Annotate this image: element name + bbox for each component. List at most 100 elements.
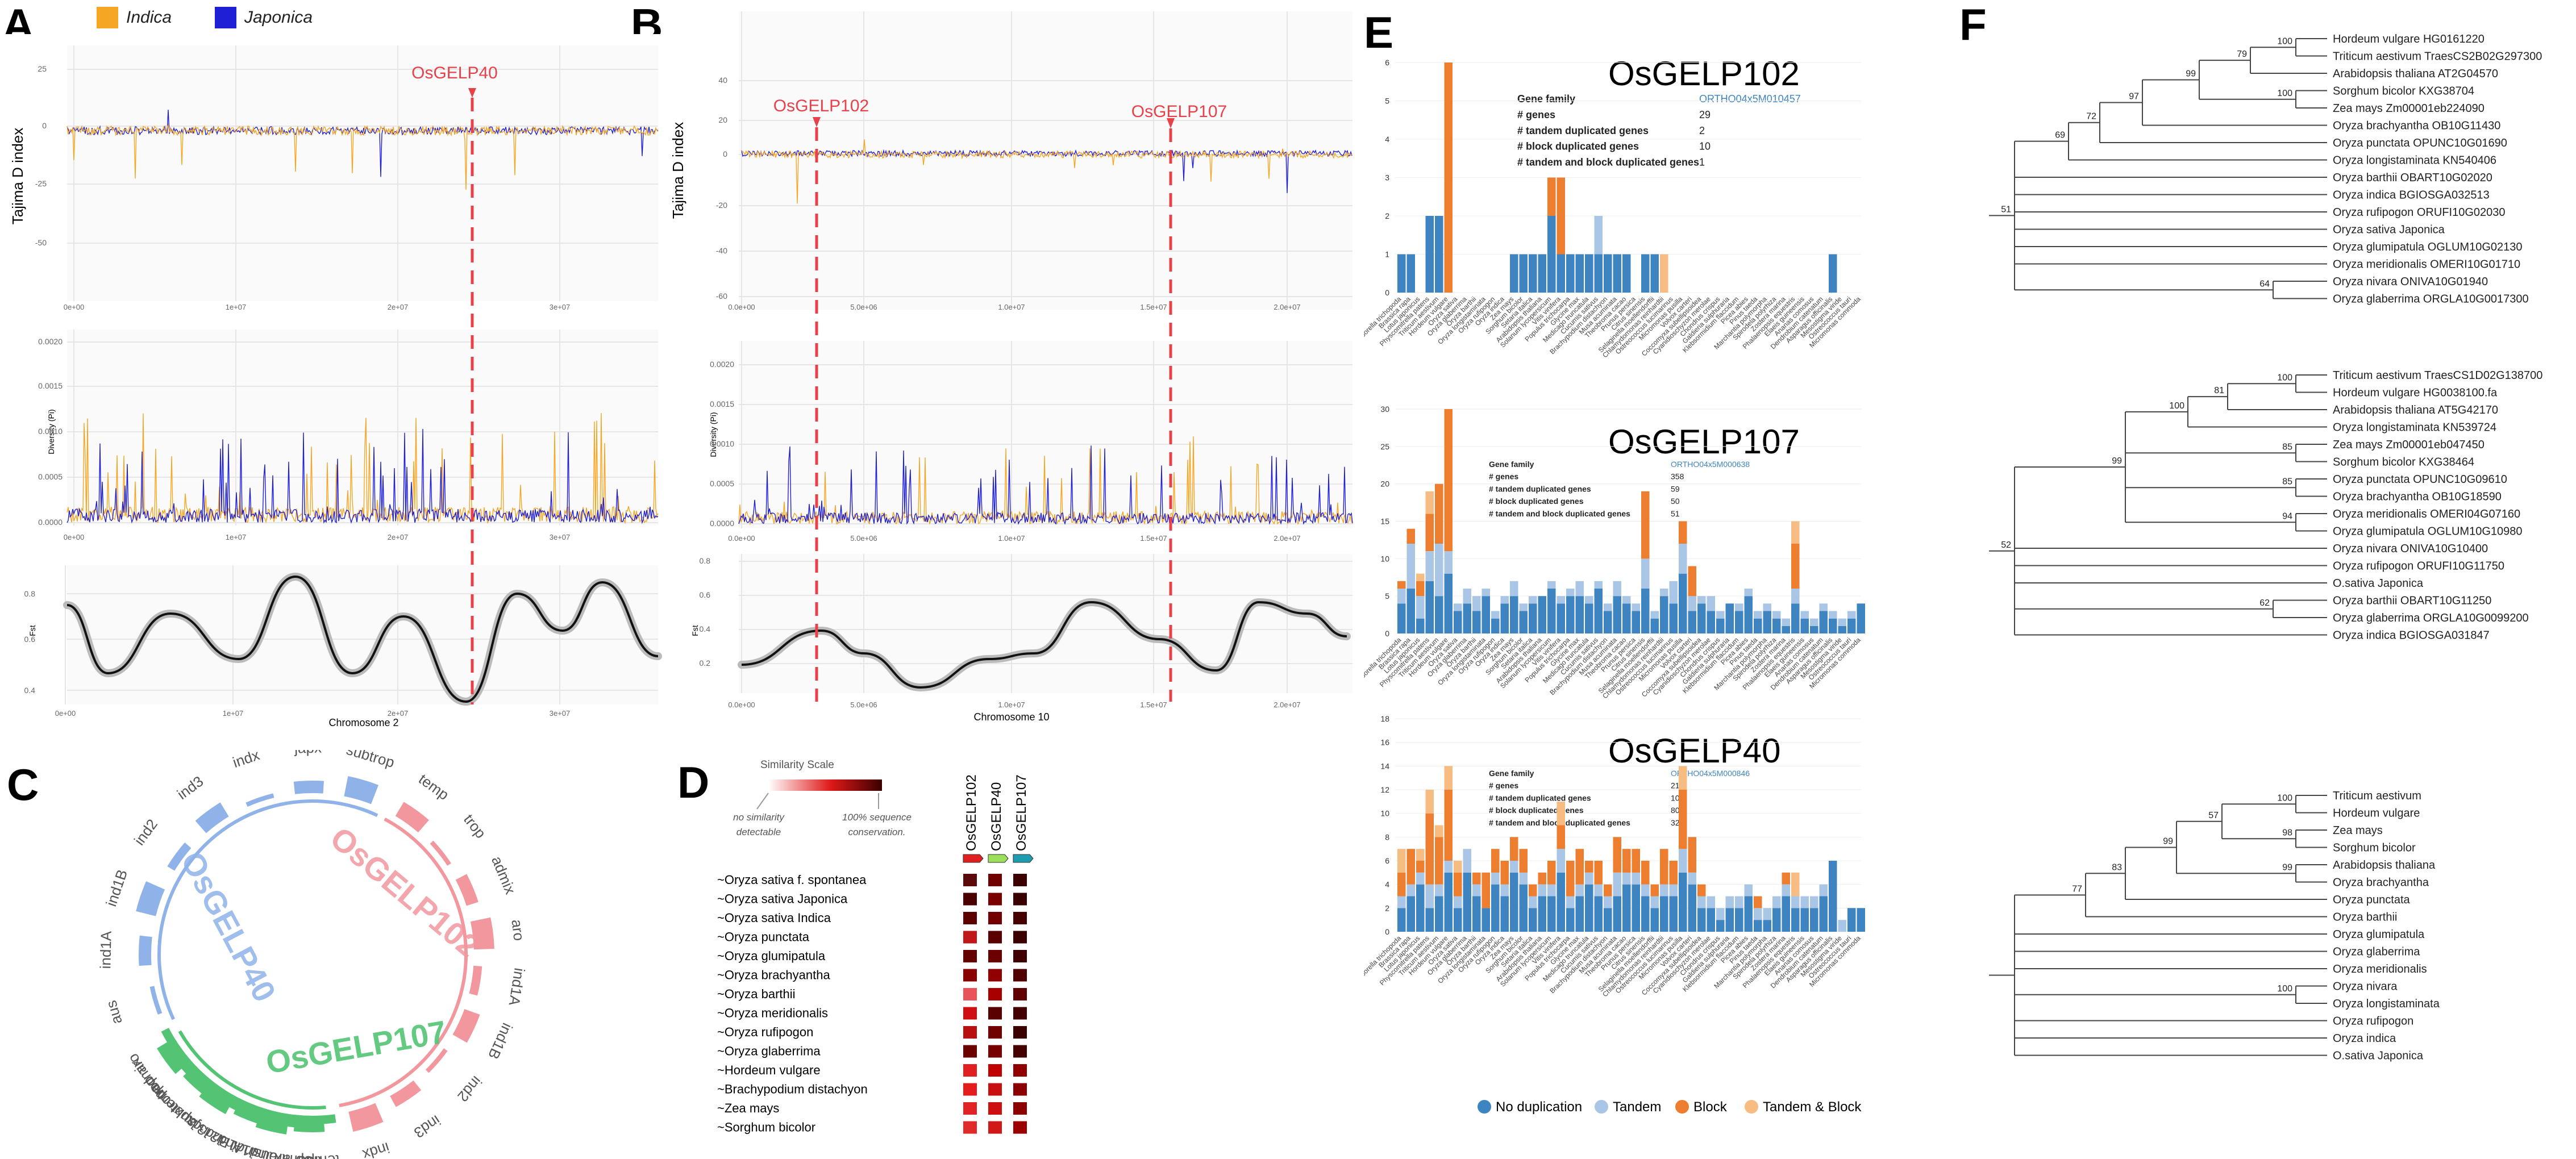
bar-segment: [1613, 596, 1621, 633]
bar-segment: [1425, 790, 1434, 814]
x-tick-label: 2.0e+07: [1274, 701, 1300, 709]
bar-segment: [1641, 254, 1650, 293]
similarity-cell: [963, 893, 977, 906]
x-tick-label: 1e+07: [226, 303, 247, 311]
marker-arrow: [1167, 118, 1175, 128]
bar-segment: [1725, 896, 1734, 908]
species-label: ~Oryza sativa Indica: [717, 911, 831, 925]
japonica-swatch: [215, 7, 236, 28]
bar-segment: [1547, 861, 1556, 885]
bar-segment: [1510, 254, 1518, 293]
ring-label: ind1B: [102, 868, 131, 909]
legend-tandem-dot: [1595, 1100, 1608, 1114]
bar-segment: [1819, 884, 1828, 897]
bar-segment: [1697, 596, 1706, 604]
ring-label: indx: [361, 1139, 392, 1159]
legend-indica-label: Indica: [126, 8, 172, 27]
x-axis-label: Chromosome 10: [973, 711, 1049, 723]
y-tick-label: 0.0015: [38, 381, 63, 390]
bootstrap-value: 62: [2259, 598, 2270, 608]
bar-segment: [1416, 872, 1425, 885]
bar-segment: [1650, 618, 1659, 633]
bar-segment: [1406, 544, 1415, 589]
taxon-label: O.sativa Japonica: [2333, 577, 2424, 590]
y-tick-label: 0.0005: [38, 472, 63, 481]
x-tick-label: 0.0e+00: [728, 701, 755, 709]
bar-segment: [1425, 216, 1434, 293]
bar-segment: [1791, 872, 1800, 897]
x-tick-label: 2e+07: [388, 709, 409, 718]
y-tick-label: 0.0005: [710, 479, 734, 488]
taxon-label: Oryza barthii OBART10G11250: [2333, 595, 2491, 607]
similarity-cell: [1013, 874, 1027, 886]
bar-segment: [1660, 254, 1668, 293]
x-tick-label: 1.5e+07: [1140, 303, 1167, 311]
ring-arc: [339, 817, 468, 1107]
scale-low-label: no similarity detectable: [733, 812, 784, 837]
bar-segment: [1519, 849, 1528, 873]
bar-segment: [1669, 896, 1678, 932]
bar-segment: [1557, 872, 1565, 932]
bar-segment: [1519, 611, 1528, 633]
ring-bar: [455, 874, 478, 906]
bar-segment: [1575, 884, 1584, 897]
bar-segment: [1594, 581, 1603, 589]
bar-segment: [1547, 896, 1556, 932]
bar-segment: [1613, 872, 1621, 897]
bar-segment: [1650, 884, 1659, 897]
similarity-cell: [963, 950, 977, 962]
bar-segment: [1435, 825, 1443, 837]
bar-segment: [1435, 884, 1443, 897]
y-tick-label: 0.6: [24, 635, 36, 644]
similarity-scale-title: Similarity Scale: [760, 759, 834, 771]
taxon-label: Oryza nivara: [2333, 981, 2398, 993]
bar-segment: [1669, 603, 1678, 633]
ring-label: aro: [508, 919, 527, 942]
panel-a: Tajima D index 25 0 -25 -50 0e+00 1e+07 …: [0, 34, 668, 750]
bar-segment: [1632, 884, 1640, 932]
bar-segment: [1585, 884, 1593, 932]
bar-segment: [1406, 849, 1415, 885]
taxon-label: Oryza glumipatula OGLUM10G10980: [2333, 526, 2523, 538]
gene-label-osgelp107: OsGELP107: [263, 1014, 449, 1081]
y-tick-label: -25: [35, 179, 47, 188]
bootstrap-value: 100: [2277, 36, 2292, 46]
similarity-cell: [963, 1007, 977, 1020]
panel-label-c: C: [7, 760, 39, 810]
bar-segment: [1660, 589, 1668, 597]
bar-segment: [1454, 603, 1462, 611]
bar-segment: [1604, 908, 1612, 932]
y-tick-label: 8: [1385, 832, 1389, 841]
bar-segment: [1847, 611, 1856, 619]
bar-segment: [1416, 849, 1425, 861]
taxon-label: Zea mays: [2333, 824, 2383, 837]
bar-segment: [1800, 896, 1809, 908]
panel-label-d: D: [677, 757, 710, 807]
bar-segment: [1566, 596, 1575, 633]
bar-segment: [1791, 908, 1800, 932]
bar-segment: [1566, 589, 1575, 597]
similarity-cell: [1013, 950, 1027, 962]
bar-segment: [1444, 551, 1453, 574]
table-row-value: 2: [1699, 125, 1705, 136]
bar-segment: [1557, 603, 1565, 633]
bar-segment: [1763, 603, 1771, 611]
y-tick-label: 15: [1380, 517, 1389, 526]
similarity-cell: [988, 874, 1002, 886]
bar-segment: [1594, 216, 1603, 255]
bar-segment: [1622, 884, 1631, 932]
taxon-label: Oryza sativa Japonica: [2333, 224, 2445, 236]
taxon-label: Oryza brachyantha OB10G18590: [2333, 491, 2502, 503]
taxon-label: Oryza meridionalis OMERI04G07160: [2333, 508, 2520, 520]
legend-indica: Indica: [97, 7, 172, 28]
bar-segment: [1491, 849, 1500, 873]
table-row-value: 50: [1671, 497, 1680, 506]
bar-segment: [1397, 872, 1406, 897]
table-row-label: Gene family: [1517, 93, 1575, 105]
bar-segment: [1510, 872, 1518, 932]
y-tick-label: 0.0000: [38, 518, 63, 527]
taxon-label: Hordeum vulgare HG0161220: [2333, 33, 2485, 45]
bar-segment: [1791, 603, 1800, 633]
taxon-label: Oryza punctata OPUNC10G01690: [2333, 137, 2507, 149]
taxon-label: Oryza longistaminata KN540406: [2333, 155, 2496, 167]
